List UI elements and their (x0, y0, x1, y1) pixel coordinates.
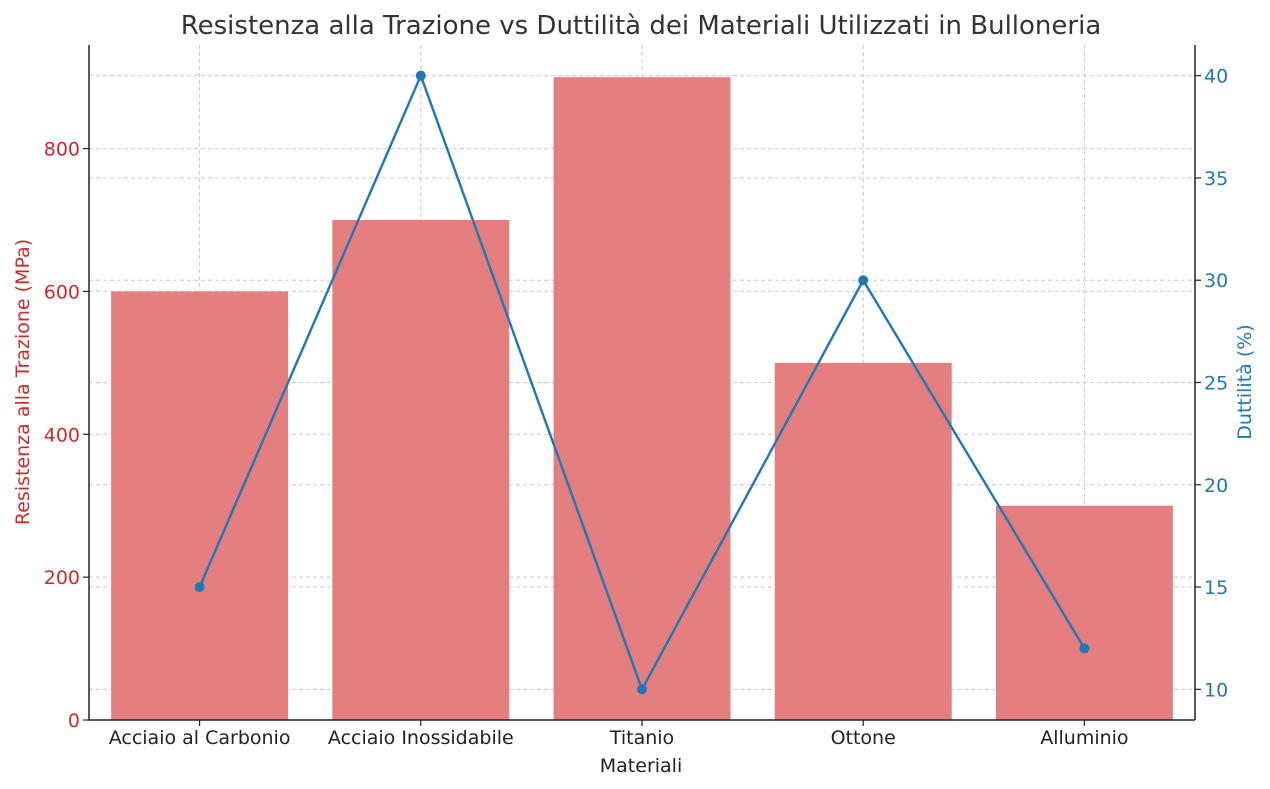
ductility-point-0 (194, 582, 205, 593)
ductility-point-3 (858, 275, 869, 286)
right-tick-label: 10 (1204, 679, 1228, 701)
bar-4 (995, 505, 1173, 720)
ductility-point-1 (415, 70, 426, 81)
ductility-point-4 (1079, 643, 1090, 654)
right-axis-title: Duttilità (%) (1234, 324, 1256, 439)
right-tick-label: 40 (1204, 66, 1228, 88)
x-tick-label: Acciaio al Carbonio (109, 727, 291, 749)
bar-0 (111, 291, 289, 720)
x-axis-title: Materiali (600, 755, 682, 777)
left-tick-label: 800 (44, 139, 80, 161)
x-tick-label: Acciaio Inossidabile (328, 727, 514, 749)
right-tick-label: 30 (1204, 270, 1228, 292)
left-tick-label: 0 (68, 710, 80, 732)
chart-title: Resistenza alla Trazione vs Duttilità de… (181, 11, 1102, 41)
ductility-point-2 (637, 684, 647, 695)
bar-1 (332, 220, 510, 720)
x-tick-label: Alluminio (1040, 727, 1128, 749)
left-tick-label: 600 (44, 281, 80, 303)
left-tick-label: 200 (44, 567, 80, 589)
right-tick-label: 20 (1204, 475, 1228, 497)
line-layer (194, 70, 1090, 695)
left-axis-title: Resistenza alla Trazione (MPa) (12, 239, 34, 525)
bar-layer (111, 77, 1173, 720)
right-tick-label: 35 (1204, 168, 1228, 190)
left-tick-label: 400 (44, 424, 80, 446)
right-tick-label: 15 (1204, 577, 1228, 599)
bar-3 (774, 362, 952, 720)
right-tick-label: 25 (1204, 373, 1228, 395)
x-tick-label: Ottone (831, 727, 896, 749)
tick-layer: 0 200 400 600 800 10 15 20 25 30 35 40 Acciaio al Ca… (44, 66, 1228, 749)
x-tick-label: Titanio (609, 727, 674, 749)
bar-2 (553, 77, 731, 720)
